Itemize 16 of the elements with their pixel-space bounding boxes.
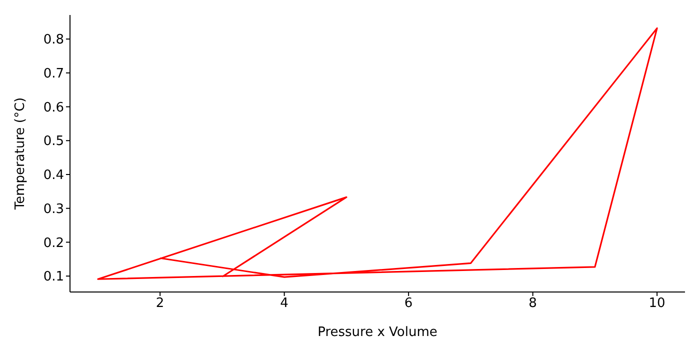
x-axis-title: Pressure x Volume [318,325,438,340]
y-tick-label: 0.7 [43,66,64,82]
x-tick-label: 6 [404,296,413,312]
y-tick-label: 0.2 [43,236,64,251]
y-axis-title: Temperature (°C) [13,97,28,211]
x-tick-label: 2 [156,296,164,312]
x-tick-label: 10 [648,296,666,312]
y-tick-label: 0.4 [43,168,64,184]
y-tick-label: 0.6 [43,100,64,116]
y-tick-label: 0.1 [43,270,64,285]
y-tick-label: 0.8 [43,32,64,48]
x-tick-label: 4 [280,296,288,312]
line-series [97,27,658,280]
x-tick-label: 8 [528,296,537,312]
y-tick-label: 0.5 [43,134,64,150]
y-tick-label: 0.3 [43,202,64,217]
